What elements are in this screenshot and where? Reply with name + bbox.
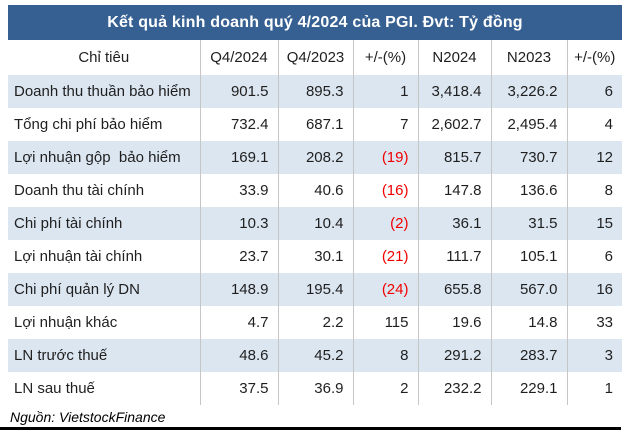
results-table: Chỉ tiêu Q4/2024 Q4/2023 +/-(%) N2024 N2… (8, 40, 622, 405)
table-row: LN sau thuế 37.5 36.9 2 232.2 229.1 1 (8, 372, 622, 405)
table-row: Doanh thu tài chính 33.9 40.6 (16) 147.8… (8, 174, 622, 207)
cell: 208.2 (278, 141, 354, 174)
table-row: LN trước thuế 48.6 45.2 8 291.2 283.7 3 (8, 339, 622, 372)
cell: 36.1 (418, 207, 492, 240)
cell: 148.9 (200, 273, 279, 306)
cell: 1 (353, 75, 419, 108)
cell: 23.7 (200, 240, 279, 273)
cell: 901.5 (200, 75, 279, 108)
table-row: Chi phí tài chính 10.3 10.4 (2) 36.1 31.… (8, 207, 622, 240)
cell: 4 (604, 116, 613, 133)
cell: 105.1 (491, 240, 568, 273)
report-title: Kết quả kinh doanh quý 4/2024 của PGI. Đ… (107, 13, 523, 31)
col-header-n2024: N2024 (418, 40, 492, 75)
cell: 229.1 (491, 372, 568, 405)
cell: (24) (353, 273, 419, 306)
row-label: LN sau thuế (8, 372, 201, 405)
header-row: Chỉ tiêu Q4/2024 Q4/2023 +/-(%) N2024 N2… (8, 40, 622, 75)
cell: 195.4 (278, 273, 354, 306)
cell: 33 (596, 314, 613, 331)
cell: 2,495.4 (491, 108, 568, 141)
cell: 6 (604, 248, 613, 265)
cell: 45.2 (278, 339, 354, 372)
row-label: Lợi nhuận gộp bảo hiểm (8, 141, 201, 174)
source-note: Nguồn: VietstockFinance (10, 409, 166, 425)
cell: 732.4 (200, 108, 279, 141)
col-header-year-change: +/-(%) (567, 40, 622, 75)
cell: 815.7 (418, 141, 492, 174)
table-row: Tổng chi phí bảo hiểm 732.4 687.1 7 2,60… (8, 108, 622, 141)
cell: 16 (596, 281, 613, 298)
table-row: Lợi nhuận tài chính 23.7 30.1 (21) 111.7… (8, 240, 622, 273)
row-label: Lợi nhuận khác (8, 306, 201, 339)
col-header-quarter-change: +/-(%) (353, 40, 419, 75)
col-header-chi-tieu: Chỉ tiêu (8, 40, 201, 75)
cell: 895.3 (278, 75, 354, 108)
table-row: Chi phí quản lý DN 148.9 195.4 (24) 655.… (8, 273, 622, 306)
row-label: Chi phí tài chính (8, 207, 201, 240)
cell: 2 (353, 372, 419, 405)
row-label: LN trước thuế (8, 339, 201, 372)
row-label: Lợi nhuận tài chính (8, 240, 201, 273)
cell: 4.7 (200, 306, 279, 339)
cell: (21) (353, 240, 419, 273)
cell: 19.6 (418, 306, 492, 339)
cell: 10.4 (278, 207, 354, 240)
cell: 7 (353, 108, 419, 141)
cell: 48.6 (200, 339, 279, 372)
cell: 730.7 (491, 141, 568, 174)
cell: 3 (604, 347, 613, 364)
cell: 169.1 (200, 141, 279, 174)
cell: 12 (596, 149, 613, 166)
cell: 6 (604, 83, 613, 100)
cell: 30.1 (278, 240, 354, 273)
row-label: Doanh thu thuần bảo hiểm (8, 75, 201, 108)
cell: 3,418.4 (418, 75, 492, 108)
cell: 111.7 (418, 240, 492, 273)
cell: 8 (353, 339, 419, 372)
bottom-divider (0, 427, 621, 430)
cell: 2,602.7 (418, 108, 492, 141)
cell: 655.8 (418, 273, 492, 306)
cell: 40.6 (278, 174, 354, 207)
cell: 3,226.2 (491, 75, 568, 108)
col-header-n2023: N2023 (491, 40, 568, 75)
cell: 232.2 (418, 372, 492, 405)
cell: 8 (604, 182, 613, 199)
cell: 291.2 (418, 339, 492, 372)
cell: 283.7 (491, 339, 568, 372)
cell: 14.8 (491, 306, 568, 339)
row-label: Tổng chi phí bảo hiểm (8, 108, 201, 141)
table-row: Lợi nhuận gộp bảo hiểm 169.1 208.2 (19) … (8, 141, 622, 174)
cell: 33.9 (200, 174, 279, 207)
cell: 567.0 (491, 273, 568, 306)
cell: 36.9 (278, 372, 354, 405)
col-header-q4-2023: Q4/2023 (278, 40, 354, 75)
table-row: Lợi nhuận khác 4.7 2.2 115 19.6 14.8 33 (8, 306, 622, 339)
cell: 136.6 (491, 174, 568, 207)
cell: 1 (604, 380, 613, 397)
cell: (16) (353, 174, 419, 207)
cell: (2) (353, 207, 419, 240)
cell: 15 (596, 215, 613, 232)
cell: 147.8 (418, 174, 492, 207)
table-row: Doanh thu thuần bảo hiểm 901.5 895.3 1 3… (8, 75, 622, 108)
row-label: Chi phí quản lý DN (8, 273, 201, 306)
cell: 31.5 (491, 207, 568, 240)
cell: 10.3 (200, 207, 279, 240)
title-bar: Kết quả kinh doanh quý 4/2024 của PGI. Đ… (8, 5, 622, 40)
col-header-q4-2024: Q4/2024 (200, 40, 279, 75)
cell: 687.1 (278, 108, 354, 141)
cell: 37.5 (200, 372, 279, 405)
row-label: Doanh thu tài chính (8, 174, 201, 207)
cell: 2.2 (278, 306, 354, 339)
cell: (19) (353, 141, 419, 174)
cell: 115 (353, 306, 419, 339)
